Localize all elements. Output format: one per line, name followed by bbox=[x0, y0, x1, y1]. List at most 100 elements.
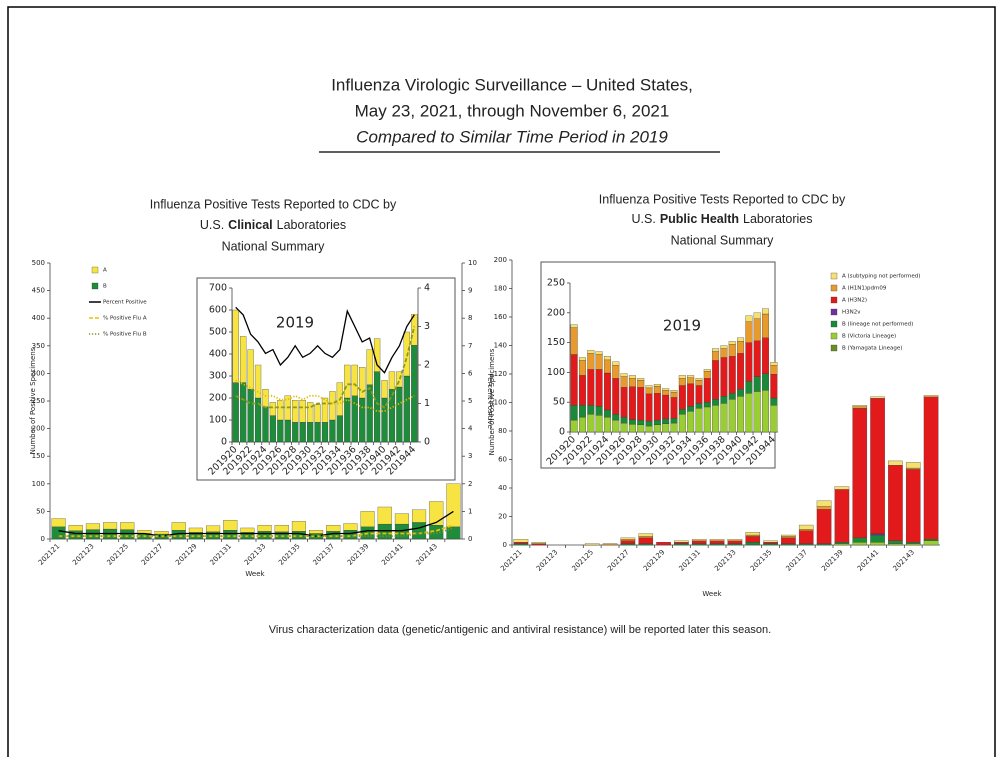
annotation: 2019 bbox=[276, 314, 314, 332]
legend-label: A (H1N1)pdm09 bbox=[842, 286, 887, 292]
bar-segment bbox=[274, 525, 289, 532]
bar-segment bbox=[620, 543, 636, 546]
bar-segment bbox=[662, 418, 670, 424]
bar-segment bbox=[85, 523, 100, 530]
bar-segment bbox=[745, 321, 753, 343]
bar-segment bbox=[687, 410, 695, 433]
y-tick-label: 120 bbox=[494, 370, 507, 378]
legend-swatch bbox=[830, 296, 838, 304]
bar-segment bbox=[232, 309, 239, 383]
y2-tick-label: 2 bbox=[424, 360, 430, 371]
bar-segment bbox=[816, 543, 832, 546]
bar-segment bbox=[645, 425, 653, 433]
y-tick-label: 100 bbox=[32, 480, 45, 488]
bar-segment bbox=[240, 527, 255, 533]
footnote: Virus characterization data (genetic/ant… bbox=[269, 624, 771, 636]
bar-segment bbox=[678, 413, 686, 433]
bar-segment bbox=[923, 396, 939, 540]
bar-segment bbox=[691, 539, 707, 541]
bar-segment bbox=[223, 530, 238, 540]
bar-segment bbox=[269, 415, 277, 443]
y-tick-label: 100 bbox=[494, 399, 507, 407]
bar-segment bbox=[720, 396, 728, 404]
bar-segment bbox=[745, 536, 761, 543]
y-tick-label: 450 bbox=[32, 287, 45, 295]
bar-segment bbox=[870, 542, 885, 546]
bar-segment bbox=[923, 539, 939, 541]
legend-label: H3N2v bbox=[842, 310, 861, 316]
y-tick-label: 20 bbox=[498, 513, 507, 521]
bar-segment bbox=[653, 385, 661, 394]
subtitle: National Summary bbox=[671, 233, 775, 247]
legend-label: B (Yamagata Lineage) bbox=[842, 346, 902, 352]
bar-segment bbox=[905, 467, 921, 470]
legend-label: A (H3N2) bbox=[842, 298, 867, 304]
bar-segment bbox=[51, 518, 66, 528]
bar-segment bbox=[852, 542, 868, 546]
bar-segment bbox=[344, 397, 351, 443]
bar-segment bbox=[171, 522, 186, 531]
bar-segment bbox=[737, 388, 745, 397]
bar-segment bbox=[834, 542, 850, 544]
bar-segment bbox=[770, 405, 778, 433]
bar-segment bbox=[870, 398, 885, 534]
bar-segment bbox=[888, 460, 903, 466]
bar-segment bbox=[326, 531, 341, 540]
y2-tick-label: 0 bbox=[424, 437, 430, 448]
bar-segment bbox=[762, 308, 769, 315]
bar-segment bbox=[888, 465, 903, 541]
bar-segment bbox=[712, 399, 720, 406]
subtitle: U.S. Public Health Laboratories bbox=[632, 212, 813, 226]
y-tick-label: 400 bbox=[209, 349, 227, 360]
subtitle: Influenza Positive Tests Reported to CDC… bbox=[150, 197, 397, 211]
bar-segment bbox=[381, 380, 388, 399]
bar-segment bbox=[232, 382, 239, 443]
bar-segment bbox=[603, 409, 611, 418]
bar-segment bbox=[206, 525, 221, 532]
legend-label: B bbox=[103, 284, 107, 290]
bar-segment bbox=[603, 372, 611, 411]
bar-segment bbox=[314, 404, 321, 423]
bar-segment bbox=[720, 348, 728, 358]
bar-segment bbox=[781, 536, 796, 539]
bar-segment bbox=[579, 375, 586, 406]
y-tick-label: 200 bbox=[32, 425, 45, 433]
legend-swatch bbox=[830, 272, 838, 280]
bar-segment bbox=[762, 337, 769, 374]
subtitle-part: U.S. bbox=[200, 218, 224, 232]
bar-segment bbox=[579, 405, 586, 418]
bar-segment bbox=[247, 389, 254, 443]
bar-segment bbox=[712, 348, 720, 352]
subtitle: Influenza Positive Tests Reported to CDC… bbox=[599, 192, 846, 206]
bar-segment bbox=[584, 543, 600, 546]
line-series bbox=[235, 306, 415, 374]
bar-segment bbox=[103, 522, 118, 530]
bar-segment bbox=[687, 406, 695, 412]
legend-label: % Positive Flu A bbox=[103, 316, 147, 322]
y-tick-label: 50 bbox=[553, 397, 565, 408]
legend-label: A (subtyping not performed) bbox=[842, 274, 920, 280]
bar-segment bbox=[531, 542, 547, 544]
bar-segment bbox=[703, 406, 711, 433]
y-tick-label: 0 bbox=[41, 535, 45, 543]
y-tick-label: 300 bbox=[32, 369, 45, 377]
bar-segment bbox=[670, 391, 678, 398]
bar-segment bbox=[678, 409, 686, 415]
subtitle: U.S. Clinical Laboratories bbox=[200, 218, 346, 232]
bar-segment bbox=[620, 540, 636, 544]
legend-swatch bbox=[91, 266, 99, 274]
bar-segment bbox=[653, 384, 661, 387]
bar-segment bbox=[262, 406, 269, 443]
bar-segment bbox=[343, 523, 358, 531]
bar-segment bbox=[595, 369, 603, 407]
bar-segment bbox=[247, 349, 254, 390]
bar-segment bbox=[188, 527, 203, 533]
bar-segment bbox=[670, 418, 678, 424]
bar-segment bbox=[703, 402, 711, 408]
bar-segment bbox=[745, 315, 753, 322]
bar-segment bbox=[595, 406, 603, 416]
bar-segment bbox=[662, 423, 670, 433]
y-tick-label: 0 bbox=[221, 437, 227, 448]
legend-swatch bbox=[830, 284, 838, 292]
